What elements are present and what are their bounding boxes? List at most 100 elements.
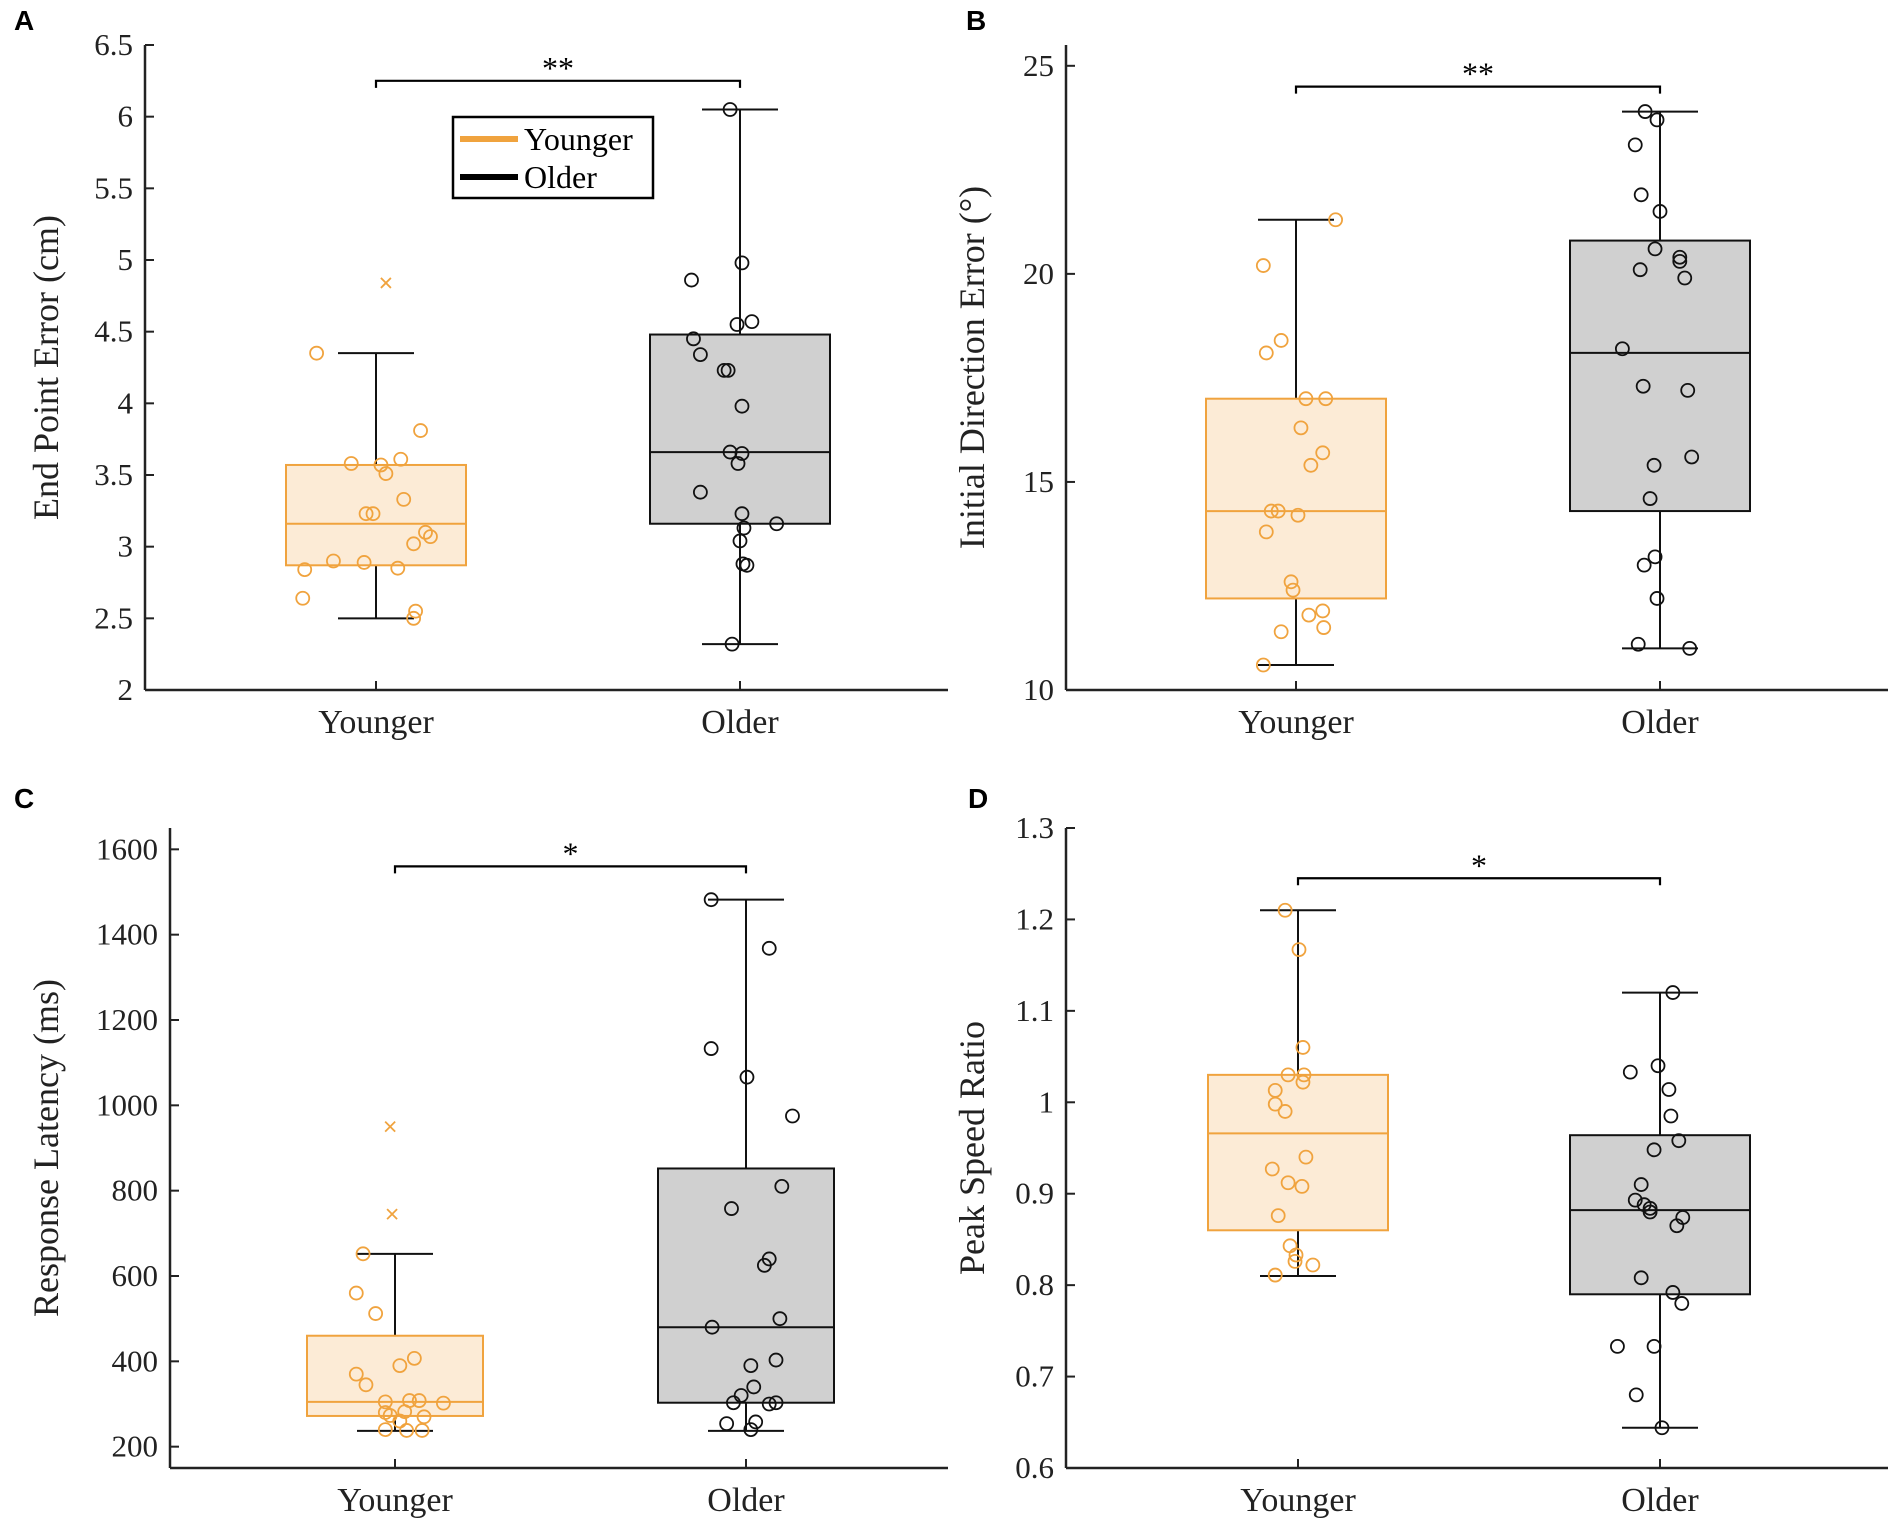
x-tick-label-younger: Younger bbox=[337, 1482, 453, 1519]
data-point-younger bbox=[1295, 1040, 1311, 1055]
data-point-older bbox=[736, 520, 752, 536]
y-tick-label: 15 bbox=[1023, 464, 1054, 499]
outlier-younger bbox=[380, 277, 392, 289]
y-tick-label: 200 bbox=[112, 1429, 159, 1464]
data-point-older bbox=[686, 331, 701, 347]
data-point-older bbox=[772, 1311, 788, 1327]
data-point-older bbox=[720, 362, 736, 378]
box-younger bbox=[1207, 1073, 1389, 1232]
data-point-older bbox=[1642, 491, 1658, 506]
data-point-older bbox=[719, 1416, 735, 1432]
y-axis-title: Initial Direction Error (°) bbox=[952, 186, 992, 549]
significance-bracket bbox=[393, 865, 748, 874]
data-point-older bbox=[1684, 449, 1700, 465]
data-point-older bbox=[761, 940, 777, 956]
data-point-younger bbox=[1270, 503, 1286, 519]
data-point-younger bbox=[1295, 1074, 1311, 1090]
box-younger bbox=[285, 463, 467, 567]
data-point-older bbox=[1627, 1192, 1643, 1208]
data-point-younger bbox=[1296, 1067, 1312, 1083]
data-point-younger bbox=[399, 1423, 415, 1438]
data-point-younger bbox=[1328, 212, 1343, 228]
data-point-older bbox=[1633, 1177, 1649, 1192]
panel-letter-c: C bbox=[14, 783, 34, 814]
data-point-younger bbox=[1288, 1247, 1304, 1263]
data-point-older bbox=[729, 317, 745, 332]
data-point-older bbox=[726, 1395, 741, 1411]
legend-label-younger: Younger bbox=[524, 121, 633, 157]
data-point-older bbox=[1633, 187, 1649, 203]
y-tick-label: 25 bbox=[1023, 48, 1054, 83]
y-tick-label: 800 bbox=[112, 1173, 159, 1208]
data-point-younger bbox=[416, 1409, 432, 1425]
data-point-younger bbox=[348, 1366, 364, 1382]
box-younger bbox=[1205, 397, 1387, 600]
data-point-older bbox=[1637, 104, 1653, 119]
data-point-younger bbox=[1291, 942, 1307, 957]
panel-letter-b: B bbox=[966, 5, 986, 36]
x-tick-label-younger: Younger bbox=[1240, 1482, 1356, 1519]
data-point-younger bbox=[406, 1350, 422, 1366]
significance-marker: ** bbox=[542, 50, 574, 86]
data-point-younger bbox=[373, 457, 389, 473]
data-point-younger bbox=[1255, 258, 1271, 273]
y-tick-label: 1400 bbox=[96, 917, 158, 952]
data-point-older bbox=[1671, 1133, 1687, 1149]
y-tick-label: 20 bbox=[1023, 256, 1054, 291]
data-point-younger bbox=[1273, 624, 1289, 640]
data-point-younger bbox=[295, 590, 311, 606]
data-point-older bbox=[722, 444, 738, 460]
data-point-older bbox=[785, 1108, 800, 1124]
data-point-younger bbox=[343, 456, 359, 471]
data-point-older bbox=[1674, 1296, 1690, 1311]
y-axis-title: Peak Speed Ratio bbox=[952, 1021, 992, 1275]
y-tick-label: 5.5 bbox=[94, 170, 133, 205]
data-point-older bbox=[1682, 640, 1698, 656]
significance-bracket bbox=[1296, 877, 1662, 886]
data-point-younger bbox=[418, 524, 433, 540]
data-point-older bbox=[1650, 1058, 1666, 1074]
data-point-younger bbox=[1267, 1096, 1283, 1112]
data-point-older bbox=[1630, 636, 1646, 652]
y-axis-title: Response Latency (ms) bbox=[26, 979, 66, 1317]
data-point-older bbox=[756, 1257, 772, 1273]
data-point-older bbox=[1635, 378, 1651, 394]
data-point-older bbox=[1677, 270, 1693, 286]
data-point-younger bbox=[1277, 902, 1293, 918]
box-older bbox=[1569, 1134, 1751, 1296]
data-point-older bbox=[1680, 382, 1696, 398]
data-point-younger bbox=[1315, 603, 1331, 619]
data-point-older bbox=[761, 1396, 777, 1412]
data-point-older bbox=[724, 1201, 739, 1216]
data-point-younger bbox=[408, 603, 424, 619]
data-point-younger bbox=[1294, 1179, 1310, 1194]
data-point-older bbox=[734, 398, 750, 414]
y-tick-label: 3.5 bbox=[94, 457, 133, 492]
data-point-older bbox=[1633, 1270, 1649, 1286]
y-tick-label: 3 bbox=[118, 529, 134, 564]
box-older bbox=[649, 333, 831, 525]
data-point-younger bbox=[406, 610, 422, 626]
data-point-older bbox=[769, 516, 785, 532]
y-tick-label: 4.5 bbox=[94, 314, 133, 349]
data-point-younger bbox=[1263, 503, 1279, 519]
data-point-older bbox=[704, 1319, 720, 1335]
data-point-younger bbox=[1285, 582, 1301, 598]
data-point-older bbox=[1646, 1339, 1662, 1354]
data-point-older bbox=[744, 314, 760, 330]
data-point-older bbox=[1628, 1387, 1644, 1403]
data-point-younger bbox=[393, 451, 409, 467]
data-point-younger bbox=[413, 423, 428, 438]
data-point-older bbox=[1672, 253, 1688, 269]
y-tick-label: 1200 bbox=[96, 1002, 158, 1037]
data-point-older bbox=[703, 892, 719, 908]
data-point-older bbox=[1652, 204, 1668, 219]
data-point-younger bbox=[1258, 524, 1274, 540]
data-point-older bbox=[774, 1179, 790, 1194]
y-tick-label: 1 bbox=[1039, 1084, 1055, 1119]
data-point-older bbox=[1646, 1142, 1662, 1158]
data-point-younger bbox=[435, 1395, 451, 1411]
data-point-younger bbox=[423, 529, 438, 545]
data-point-younger bbox=[1273, 333, 1289, 348]
box-older bbox=[657, 1167, 835, 1404]
